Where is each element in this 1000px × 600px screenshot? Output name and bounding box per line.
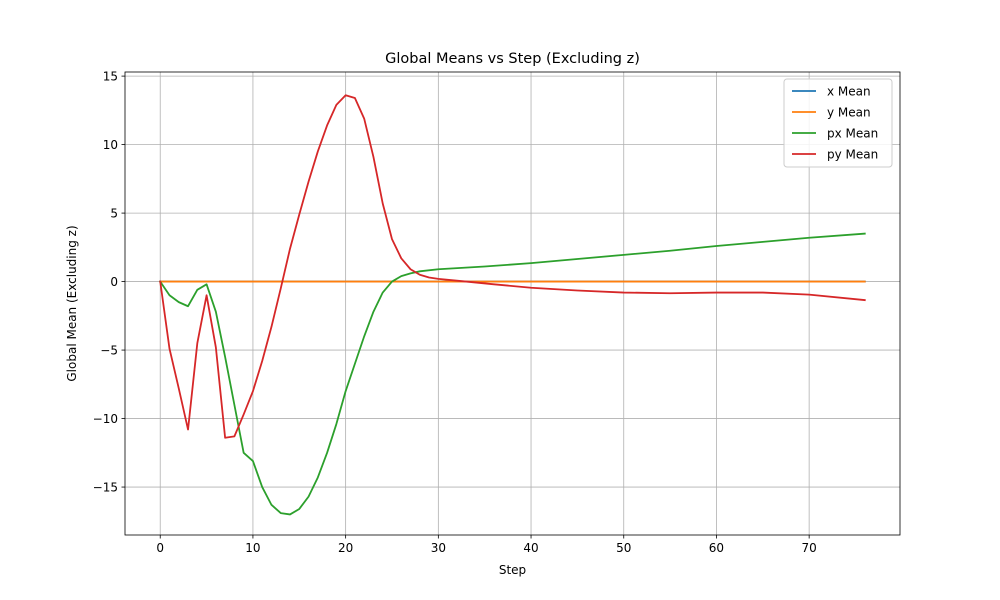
x-tick-label: 40 <box>523 541 538 555</box>
plot-frame <box>124 71 901 536</box>
legend-label: px Mean <box>827 126 878 140</box>
series-lines <box>158 94 866 516</box>
y-tick-label: 10 <box>103 138 118 152</box>
x-tick-label: 30 <box>431 541 446 555</box>
legend: x Mean y Mean px Mean py Mean <box>783 78 893 168</box>
y-axis-title: Global Mean (Excluding z) <box>65 225 79 381</box>
y-tick-label: −10 <box>93 412 118 426</box>
series-line-px-mean <box>158 232 866 516</box>
x-tick-label: 10 <box>245 541 260 555</box>
y-tick-label: 0 <box>110 275 118 289</box>
x-tick-label: 50 <box>616 541 631 555</box>
series-line-py-mean <box>159 94 866 439</box>
y-tick-label: −15 <box>93 480 118 494</box>
x-tick-label: 70 <box>802 541 817 555</box>
legend-box <box>783 78 893 168</box>
y-tick-label: 15 <box>103 69 118 83</box>
axis-ticks: 0 10 20 30 40 50 60 70 −15 −10 −5 0 5 10 15 <box>93 69 817 555</box>
x-tick-label: 60 <box>709 541 724 555</box>
y-tick-label: 5 <box>110 206 118 220</box>
legend-label: y Mean <box>827 105 871 119</box>
x-tick-label: 0 <box>156 541 164 555</box>
x-tick-label: 20 <box>338 541 353 555</box>
legend-label: py Mean <box>827 147 878 161</box>
x-axis-title: Step <box>499 563 526 577</box>
chart-title: Global Means vs Step (Excluding z) <box>385 51 640 67</box>
y-tick-label: −5 <box>100 343 118 357</box>
legend-label: x Mean <box>827 84 871 98</box>
